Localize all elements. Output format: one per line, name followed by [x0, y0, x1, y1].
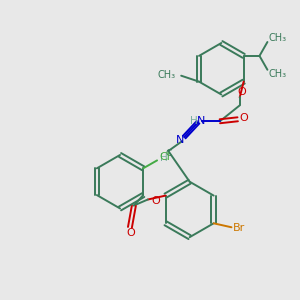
Text: O: O — [239, 113, 248, 123]
Text: H: H — [190, 116, 198, 126]
Text: O: O — [151, 196, 160, 206]
Text: O: O — [127, 228, 135, 238]
Text: H: H — [160, 153, 167, 163]
Text: N: N — [176, 135, 184, 145]
Text: N: N — [197, 116, 205, 126]
Text: Br: Br — [233, 223, 245, 233]
Text: O: O — [237, 86, 246, 97]
Text: Cl: Cl — [160, 152, 170, 162]
Text: CH₃: CH₃ — [268, 33, 286, 43]
Text: C: C — [165, 149, 172, 158]
Text: CH₃: CH₃ — [157, 70, 175, 80]
Text: CH₃: CH₃ — [268, 69, 286, 79]
